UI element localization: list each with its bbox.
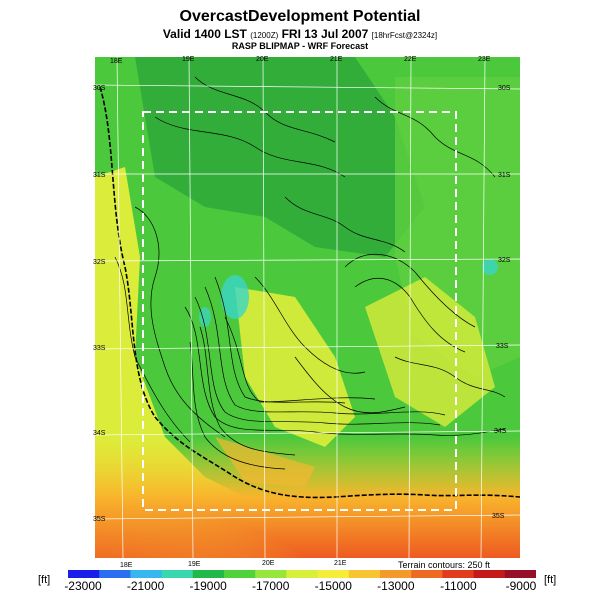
lon-label-top-23e: 23E bbox=[478, 56, 491, 63]
forecast-date: FRI 13 Jul 2007 bbox=[281, 27, 369, 41]
forecast-label: RASP BLIPMAP - WRF Forecast bbox=[231, 41, 369, 51]
colorbar-swatch bbox=[473, 570, 506, 578]
valid-time: Valid 1400 LST bbox=[162, 27, 247, 41]
karoo-yellow-zone bbox=[235, 287, 355, 447]
colorbar-swatch bbox=[504, 570, 536, 578]
colorbar-tick-label: -11000 bbox=[440, 579, 477, 593]
lat-label-left-35s: 35S bbox=[93, 516, 106, 523]
colorbar-tick-label: -23000 bbox=[64, 579, 102, 593]
graticule bbox=[95, 57, 520, 558]
lat-label-right-32s: 32S bbox=[498, 257, 511, 264]
colorbar-tick-label: -19000 bbox=[189, 579, 227, 593]
lon-label-top-18e: 18E bbox=[110, 58, 123, 65]
lat-label-right-34s: 34S bbox=[494, 428, 507, 435]
colorbar-swatch bbox=[348, 570, 381, 578]
cyan-spot-2 bbox=[482, 259, 498, 275]
lat-label-right-30s: 30S bbox=[498, 85, 511, 92]
lat-label-right-33s: 33S bbox=[496, 343, 509, 350]
lon-label-top-19e: 19E bbox=[182, 56, 195, 63]
utc-time: (1200Z) bbox=[250, 31, 279, 40]
map-plot bbox=[95, 57, 520, 558]
colorbar-swatch bbox=[130, 570, 163, 578]
colorbar bbox=[68, 570, 536, 578]
chart-subtitle: Valid 1400 LST (1200Z) FRI 13 Jul 2007 [… bbox=[0, 27, 600, 41]
lat-label-left-31s: 31S bbox=[93, 172, 106, 179]
colorbar-swatch bbox=[224, 570, 256, 578]
lon-label-bottom-18e: 18E bbox=[120, 562, 133, 569]
lon-label-bottom-20e: 20E bbox=[262, 560, 275, 567]
lat-label-left-32s: 32S bbox=[93, 259, 106, 266]
east-yellow-zone bbox=[365, 277, 495, 427]
lat-label-right-31s: 31S bbox=[498, 172, 511, 179]
coast-orange-zone bbox=[215, 437, 315, 487]
southwest-red-zone bbox=[95, 437, 425, 558]
north-dark-green-zone bbox=[135, 57, 425, 257]
cyan-spot-3 bbox=[199, 307, 211, 327]
colorbar-swatch bbox=[99, 570, 131, 578]
lat-label-left-33s: 33S bbox=[93, 345, 106, 352]
colorbar-swatch bbox=[192, 570, 225, 578]
colorbar-tick-label: -17000 bbox=[252, 579, 290, 593]
colorbar-swatch bbox=[255, 570, 287, 578]
lat-label-left-30s: 30S bbox=[93, 85, 106, 92]
colorbar-swatch bbox=[317, 570, 350, 578]
colorbar-swatch bbox=[411, 570, 443, 578]
colorbar-tick-label: -13000 bbox=[377, 579, 415, 593]
colorbar-tick-label: -9000 bbox=[505, 579, 537, 593]
colorbar-swatch bbox=[68, 570, 100, 578]
colorbar-swatch bbox=[442, 570, 475, 578]
lon-label-top-20e: 20E bbox=[256, 56, 269, 63]
coastline bbox=[99, 86, 520, 499]
inner-domain-box bbox=[142, 111, 457, 511]
colorbar-swatch bbox=[380, 570, 412, 578]
unit-right: [ft] bbox=[544, 574, 557, 586]
forecast-run: [18hrFcst@2324z] bbox=[371, 31, 438, 40]
colorbar-swatch bbox=[286, 570, 319, 578]
contour-note: Terrain contours: 250 ft bbox=[398, 560, 491, 570]
lon-label-top-22e: 22E bbox=[404, 56, 417, 63]
colorbar-tick-label: -21000 bbox=[126, 579, 165, 593]
colorbar-swatch bbox=[161, 570, 194, 578]
unit-left: [ft] bbox=[38, 574, 51, 586]
colorbar-tick-label: -15000 bbox=[314, 579, 352, 593]
lon-label-bottom-19e: 19E bbox=[188, 561, 201, 568]
terrain-contours bbox=[114, 76, 506, 470]
lon-label-top-21e: 21E bbox=[330, 56, 343, 63]
cyan-spot-1 bbox=[221, 275, 249, 319]
chart-title: OvercastDevelopment Potential bbox=[179, 8, 421, 25]
lat-label-right-35s: 35S bbox=[492, 513, 505, 520]
lon-label-bottom-21e: 21E bbox=[334, 560, 347, 567]
lat-label-left-34s: 34S bbox=[93, 430, 106, 437]
